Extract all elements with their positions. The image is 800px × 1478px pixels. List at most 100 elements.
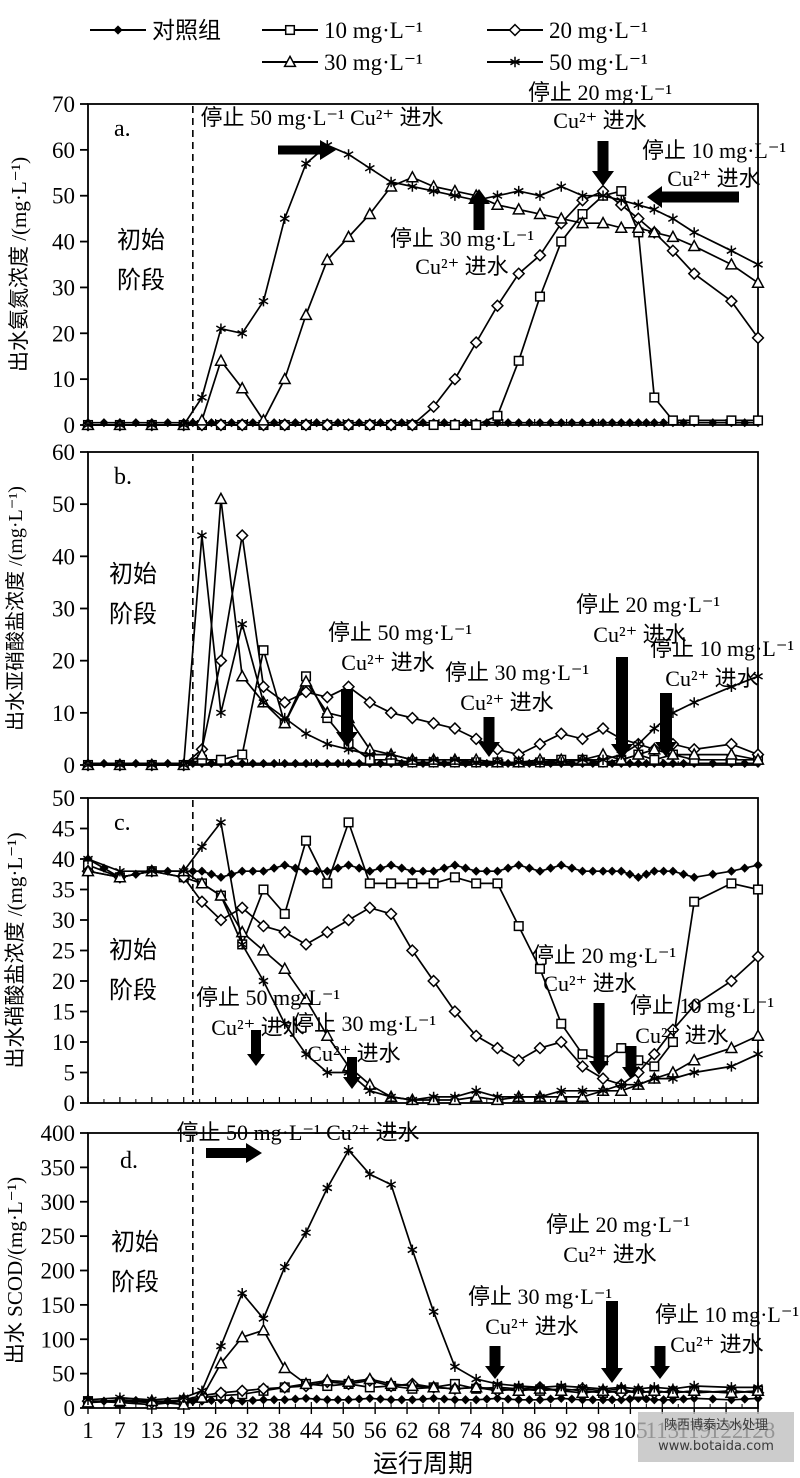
marker-asterisk: [726, 1061, 737, 1072]
marker-asterisk: [279, 712, 290, 724]
marker-open-diamond: [320, 418, 334, 432]
marker-filled-diamond: [365, 866, 375, 876]
marker-asterisk: [407, 754, 418, 765]
x-tick-label: 50: [332, 1418, 355, 1443]
y-tick-label: 10: [52, 367, 75, 392]
y-tick-label: 50: [52, 1362, 75, 1387]
y-tick-label: 50: [52, 184, 75, 209]
marker-asterisk: [301, 1049, 311, 1060]
marker-asterisk: [667, 1383, 678, 1394]
marker-asterisk: [616, 1079, 627, 1090]
marker-filled-diamond: [482, 866, 492, 876]
y-tick-label: 20: [52, 321, 75, 346]
annotation-text: 停止 20 mg·L⁻¹: [576, 592, 720, 617]
marker-open-square: [534, 963, 546, 974]
y-tick-label: 10: [52, 701, 75, 726]
marker-open-diamond: [405, 418, 419, 432]
marker-filled-diamond: [492, 866, 503, 876]
marker-open-triangle: [278, 1360, 292, 1374]
x-tick-label: 38: [268, 1418, 291, 1443]
annotation-text: Cu²⁺ 进水: [485, 1314, 578, 1339]
marker-open-triangle: [299, 1376, 313, 1390]
annotation-stop-50: 停止 50 mg·L⁻¹ Cu²⁺ 进水: [201, 105, 444, 160]
marker-filled-diamond: [726, 866, 737, 876]
marker-open-diamond: [278, 925, 292, 939]
panel-letter: d.: [120, 1148, 138, 1174]
marker-open-diamond: [687, 998, 701, 1012]
marker-asterisk: [577, 1085, 588, 1096]
marker-filled-diamond: [269, 1395, 279, 1405]
marker-asterisk: [279, 213, 290, 224]
marker-filled-diamond: [726, 1395, 737, 1405]
annotation-text: 停止 20 mg·L⁻¹: [532, 943, 676, 968]
marker-filled-diamond: [206, 869, 217, 879]
marker-open-triangle: [278, 371, 292, 385]
marker-asterisk: [279, 1018, 290, 1029]
y-tick-label: 60: [52, 440, 75, 465]
marker-open-square: [534, 291, 546, 302]
marker-asterisk: [83, 853, 93, 865]
x-axis-title: 运行周期: [373, 1450, 473, 1478]
marker-filled-diamond: [206, 1395, 217, 1406]
marker-filled-diamond: [226, 1395, 237, 1406]
marker-asterisk: [492, 757, 503, 768]
marker-filled-diamond: [290, 418, 300, 428]
x-tick-label: 92: [555, 1418, 578, 1443]
stage-label-line2: 阶段: [111, 1269, 159, 1296]
marker-filled-diamond: [99, 758, 109, 769]
marker-open-diamond: [469, 335, 483, 349]
marker-filled-diamond: [439, 863, 449, 873]
marker-open-triangle: [113, 870, 127, 883]
marker-open-square: [649, 1061, 660, 1072]
marker-asterisk: [616, 1382, 627, 1393]
marker-asterisk: [146, 419, 157, 431]
marker-filled-diamond: [280, 758, 290, 769]
marker-open-diamond: [278, 1380, 292, 1394]
marker-open-triangle: [214, 491, 228, 505]
marker-open-square: [513, 355, 524, 366]
stop-arrow-down: [611, 657, 633, 759]
legend-label: 30 mg·L⁻¹: [324, 50, 423, 75]
series-20mg: [81, 184, 765, 432]
marker-filled-diamond: [386, 1395, 396, 1405]
marker-filled-diamond: [524, 1395, 534, 1405]
marker-open-triangle: [195, 1390, 209, 1403]
marker-filled-diamond: [333, 1395, 343, 1405]
marker-asterisk: [577, 754, 588, 765]
annotation-text: 停止 50 mg·L⁻¹ Cu²⁺ 进水: [201, 105, 444, 130]
marker-open-diamond: [666, 244, 680, 258]
annotation-text: 停止 10 mg·L⁻¹: [650, 636, 794, 661]
marker-filled-diamond: [407, 1395, 417, 1405]
marker-filled-diamond: [354, 1394, 364, 1404]
marker-open-triangle: [687, 747, 701, 760]
y-tick-label: 0: [64, 1091, 76, 1116]
marker-filled-diamond: [333, 863, 343, 873]
marker-filled-diamond: [567, 418, 577, 428]
x-tick-label: 62: [396, 1418, 419, 1443]
marker-open-triangle: [647, 742, 661, 755]
marker-asterisk: [301, 1227, 311, 1238]
series-control: [83, 854, 763, 882]
marker-asterisk: [649, 723, 660, 734]
marker-asterisk: [535, 190, 545, 201]
panel-letter: a.: [114, 116, 131, 142]
marker-asterisk: [114, 866, 125, 877]
marker-open-triangle: [666, 229, 680, 243]
marker-filled-diamond: [524, 863, 534, 873]
marker-open-square: [689, 896, 700, 907]
marker-filled-diamond: [439, 418, 449, 428]
marker-open-triangle: [631, 220, 646, 233]
marker-filled-diamond: [641, 1394, 651, 1404]
marker-open-square: [471, 878, 482, 889]
marker-open-triangle: [195, 413, 209, 426]
marker-open-diamond: [363, 418, 377, 432]
stop-arrow-down: [589, 1003, 609, 1075]
annotation-text: Cu²⁺ 进水: [667, 166, 760, 191]
annotation-stop-10: 停止 10 mg·L⁻¹ Cu²⁺ 进水: [642, 138, 786, 208]
annotation-text: Cu²⁺ 进水: [563, 1242, 656, 1267]
marker-asterisk: [535, 1382, 545, 1393]
marker-asterisk: [196, 530, 207, 541]
